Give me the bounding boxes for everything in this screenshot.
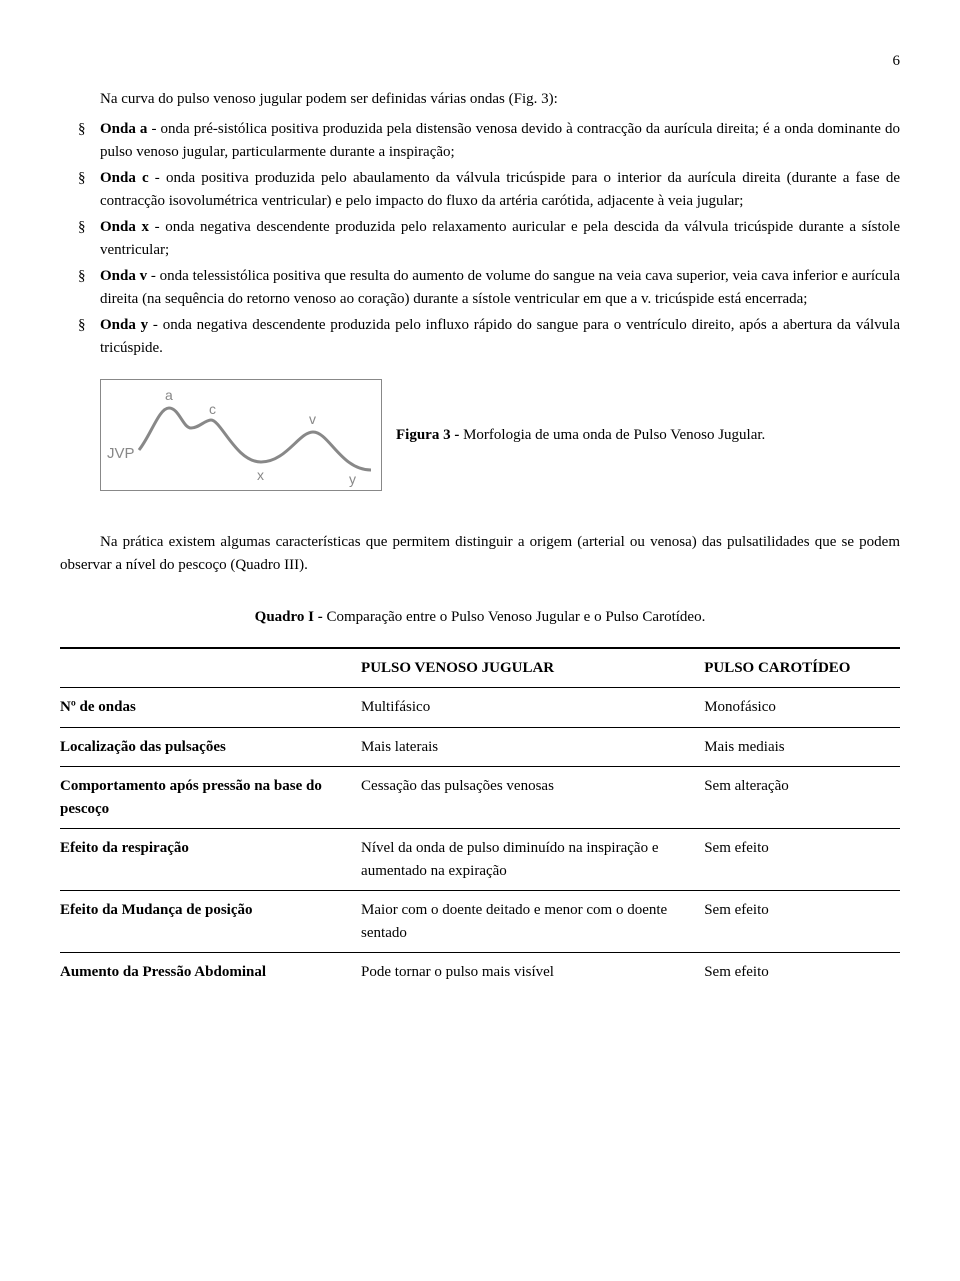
wave-sep: - bbox=[149, 170, 166, 186]
figure-caption-bold: Figura 3 - bbox=[396, 427, 463, 443]
wave-sep: - bbox=[147, 268, 160, 284]
wave-label: Onda y bbox=[100, 317, 148, 333]
wave-label: Onda x bbox=[100, 219, 149, 235]
row-jugular: Cessação das pulsações venosas bbox=[361, 767, 704, 829]
label-v: v bbox=[309, 411, 316, 427]
wave-sep: - bbox=[149, 219, 165, 235]
table-row: Localização das pulsações Mais laterais … bbox=[60, 727, 900, 767]
table-row: Comportamento após pressão na base do pe… bbox=[60, 767, 900, 829]
jvp-svg: JVP a c x v y bbox=[101, 380, 381, 490]
row-label: Comportamento após pressão na base do pe… bbox=[60, 767, 361, 829]
label-c: c bbox=[209, 401, 216, 417]
row-jugular: Nível da onda de pulso diminuído na insp… bbox=[361, 829, 704, 891]
row-carotid: Sem efeito bbox=[704, 891, 900, 953]
wave-label: Onda c bbox=[100, 170, 149, 186]
wave-label: Onda a bbox=[100, 121, 147, 137]
wave-label: Onda v bbox=[100, 268, 147, 284]
wave-text: onda positiva produzida pelo abaulamento… bbox=[100, 170, 900, 209]
row-label: Efeito da respiração bbox=[60, 829, 361, 891]
header-jugular: PULSO VENOSO JUGULAR bbox=[361, 648, 704, 688]
wave-item: Onda y - onda negativa descendente produ… bbox=[60, 314, 900, 359]
table-row: Efeito da respiração Nível da onda de pu… bbox=[60, 829, 900, 891]
row-label: Aumento da Pressão Abdominal bbox=[60, 953, 361, 992]
wave-item: Onda a - onda pré-sistólica positiva pro… bbox=[60, 118, 900, 163]
wave-item: Onda x - onda negativa descendente produ… bbox=[60, 216, 900, 261]
wave-item: Onda c - onda positiva produzida pelo ab… bbox=[60, 167, 900, 212]
row-jugular: Multifásico bbox=[361, 688, 704, 728]
row-jugular: Mais laterais bbox=[361, 727, 704, 767]
wave-sep: - bbox=[147, 121, 160, 137]
table-row: Efeito da Mudança de posição Maior com o… bbox=[60, 891, 900, 953]
wave-text: onda negativa descendente produzida pelo… bbox=[100, 219, 900, 258]
label-y: y bbox=[349, 471, 356, 487]
row-carotid: Sem efeito bbox=[704, 953, 900, 992]
table-row: Aumento da Pressão Abdominal Pode tornar… bbox=[60, 953, 900, 992]
comparison-table: PULSO VENOSO JUGULAR PULSO CAROTÍDEO Nº … bbox=[60, 647, 900, 992]
header-carotid: PULSO CAROTÍDEO bbox=[704, 648, 900, 688]
row-jugular: Maior com o doente deitado e menor com o… bbox=[361, 891, 704, 953]
waves-list: Onda a - onda pré-sistólica positiva pro… bbox=[60, 118, 900, 359]
table-row: Nº de ondas Multifásico Monofásico bbox=[60, 688, 900, 728]
table-title: Quadro I - Comparação entre o Pulso Veno… bbox=[60, 606, 900, 629]
page-number: 6 bbox=[60, 50, 900, 73]
figure-row: JVP a c x v y Figura 3 - Morfologia de u… bbox=[100, 379, 900, 491]
table-title-bold: Quadro I - bbox=[255, 609, 327, 625]
table-header-row: PULSO VENOSO JUGULAR PULSO CAROTÍDEO bbox=[60, 648, 900, 688]
label-a: a bbox=[165, 387, 173, 403]
row-label: Nº de ondas bbox=[60, 688, 361, 728]
header-blank bbox=[60, 648, 361, 688]
jvp-wave-path bbox=[139, 408, 371, 470]
intro-text: Na curva do pulso venoso jugular podem s… bbox=[60, 88, 900, 111]
wave-text: onda pré-sistólica positiva produzida pe… bbox=[100, 121, 900, 160]
row-carotid: Sem alteração bbox=[704, 767, 900, 829]
wave-item: Onda v - onda telessistólica positiva qu… bbox=[60, 265, 900, 310]
row-label: Localização das pulsações bbox=[60, 727, 361, 767]
figure-caption-rest: Morfologia de uma onda de Pulso Venoso J… bbox=[463, 427, 765, 443]
wave-text: onda telessistólica positiva que resulta… bbox=[100, 268, 900, 307]
row-carotid: Sem efeito bbox=[704, 829, 900, 891]
row-label: Efeito da Mudança de posição bbox=[60, 891, 361, 953]
wave-sep: - bbox=[148, 317, 163, 333]
row-jugular: Pode tornar o pulso mais visível bbox=[361, 953, 704, 992]
table-title-rest: Comparação entre o Pulso Venoso Jugular … bbox=[326, 609, 705, 625]
paragraph-2: Na prática existem algumas característic… bbox=[60, 531, 900, 576]
figure-caption: Figura 3 - Morfologia de uma onda de Pul… bbox=[396, 424, 765, 447]
wave-text: onda negativa descendente produzida pelo… bbox=[100, 317, 900, 356]
row-carotid: Mais mediais bbox=[704, 727, 900, 767]
jvp-label: JVP bbox=[107, 445, 135, 462]
row-carotid: Monofásico bbox=[704, 688, 900, 728]
label-x: x bbox=[257, 467, 264, 483]
jvp-figure: JVP a c x v y bbox=[100, 379, 382, 491]
